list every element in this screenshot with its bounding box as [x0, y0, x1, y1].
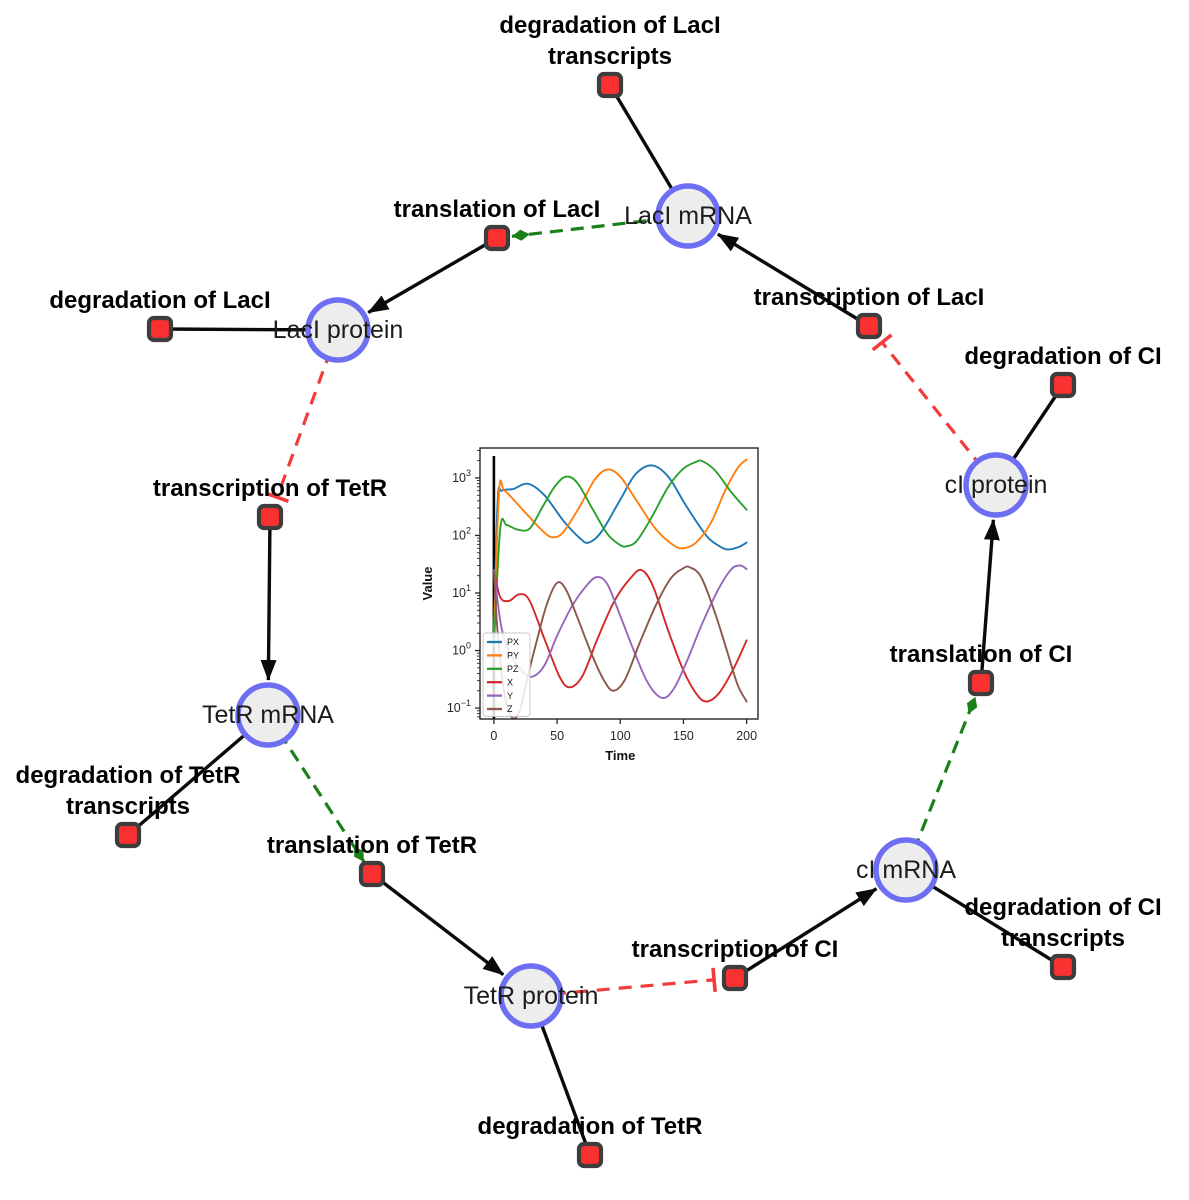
chart-xlabel: Time — [605, 748, 635, 763]
reaction-label-translation-tetr: translation of TetR — [267, 832, 477, 859]
edge-production-translation-tetr-to-tetr-protein — [370, 872, 505, 977]
chart-series-PZ — [492, 459, 748, 647]
reaction-label-transcription-tetr: transcription of TetR — [153, 475, 387, 502]
species-node-tetr-protein[interactable] — [498, 963, 564, 1029]
reaction-node-degradation-ci[interactable] — [1049, 371, 1077, 399]
reaction-label-translation-ci: translation of CI — [890, 641, 1073, 668]
nodes-layer — [114, 71, 1077, 1169]
reaction-node-transcription-laci[interactable] — [855, 312, 883, 340]
reaction-label-transcription-laci: transcription of LacI — [754, 284, 985, 311]
species-label-tetr-protein: TetR protein — [464, 982, 599, 1010]
legend-label-PX: PX — [507, 637, 519, 647]
labels-layer: degradation of LacI transcripts translatio… — [16, 12, 1162, 1140]
edge-production-translation-laci-to-laci-protein — [367, 236, 498, 314]
reaction-node-transcription-tetr[interactable] — [256, 503, 284, 531]
inset-chart: 0 50 100 150 20010−1100101102103TimeValuePXP… — [420, 447, 759, 763]
legend-label-Z: Z — [507, 704, 513, 714]
chart-y-tick-1e0: 100 — [452, 641, 471, 658]
chart-x-tick-100: 100 — [610, 729, 631, 743]
reaction-label-degradation-ci-transcripts-line1: degradation of CI — [964, 894, 1161, 921]
species-label-ci-protein: cI protein — [945, 471, 1048, 499]
legend-label-Y: Y — [507, 691, 513, 701]
reaction-node-translation-laci[interactable] — [483, 224, 511, 252]
chart-y-tick-1e-1: 10−1 — [447, 698, 471, 715]
reaction-label-degradation-laci-transcripts-line1: degradation of LacI — [499, 12, 720, 39]
chart-y-tick-1e1: 101 — [452, 583, 471, 600]
reaction-label-degradation-laci: degradation of LacI — [49, 287, 270, 314]
species-node-laci-protein[interactable] — [305, 297, 371, 363]
legend-label-PZ: PZ — [507, 664, 519, 674]
reaction-node-degradation-tetr-transcripts[interactable] — [114, 821, 142, 849]
edge-production-translation-ci-to-ci-protein — [979, 518, 1000, 684]
edge-production-transcription-laci-to-laci-mrna — [717, 232, 870, 328]
chart-series-PY — [492, 458, 748, 642]
reaction-label-degradation-ci: degradation of CI — [964, 343, 1161, 370]
species-node-tetr-mrna[interactable] — [235, 682, 301, 748]
chart-ylabel: Value — [420, 567, 435, 601]
edge-production-transcription-ci-to-ci-mrna — [734, 887, 878, 980]
chart-x-tick-200: 200 — [736, 729, 757, 743]
reaction-label-degradation-tetr-transcripts-line2: transcripts — [66, 793, 190, 820]
reaction-node-degradation-ci-transcripts[interactable] — [1049, 953, 1077, 981]
reaction-label-degradation-laci-transcripts-line2: transcripts — [548, 43, 672, 70]
chart-y-tick-1e3: 103 — [452, 468, 471, 485]
reaction-node-degradation-tetr[interactable] — [576, 1141, 604, 1169]
chart-x-tick-150: 150 — [673, 729, 694, 743]
chart-series-X — [492, 568, 748, 703]
chart-x-tick-0: 0 — [490, 729, 497, 743]
reaction-node-degradation-laci-transcripts[interactable] — [596, 71, 624, 99]
legend-label-X: X — [507, 677, 513, 687]
reaction-label-degradation-ci-transcripts-line2: transcripts — [1001, 925, 1125, 952]
chart-x-tick-50: 50 — [550, 729, 564, 743]
species-label-ci-mrna: cI mRNA — [856, 856, 956, 884]
species-node-laci-mrna[interactable] — [655, 183, 721, 249]
reaction-label-translation-laci: translation of LacI — [394, 196, 601, 223]
reaction-node-degradation-laci[interactable] — [146, 315, 174, 343]
reaction-node-translation-tetr[interactable] — [358, 860, 386, 888]
species-label-laci-mrna: LacI mRNA — [624, 202, 752, 230]
reaction-node-translation-ci[interactable] — [967, 669, 995, 697]
reaction-label-degradation-tetr: degradation of TetR — [478, 1113, 703, 1140]
chart-y-tick-1e2: 102 — [452, 525, 471, 542]
species-node-ci-mrna[interactable] — [873, 837, 939, 903]
species-label-laci-protein: LacI protein — [273, 316, 404, 344]
edge-production-transcription-tetr-to-tetr-mrna — [260, 516, 277, 682]
species-label-tetr-mrna: TetR mRNA — [202, 701, 334, 729]
chart-frame — [479, 447, 759, 720]
reaction-label-degradation-tetr-transcripts-line1: degradation of TetR — [16, 762, 241, 789]
chart-series-PX — [492, 464, 748, 635]
reaction-label-transcription-ci: transcription of CI — [632, 936, 839, 963]
species-node-ci-protein[interactable] — [963, 452, 1029, 518]
chart-legend: PX PY PZ XYZ — [482, 632, 531, 717]
reaction-node-transcription-ci[interactable] — [721, 964, 749, 992]
legend-label-PY: PY — [507, 651, 519, 661]
